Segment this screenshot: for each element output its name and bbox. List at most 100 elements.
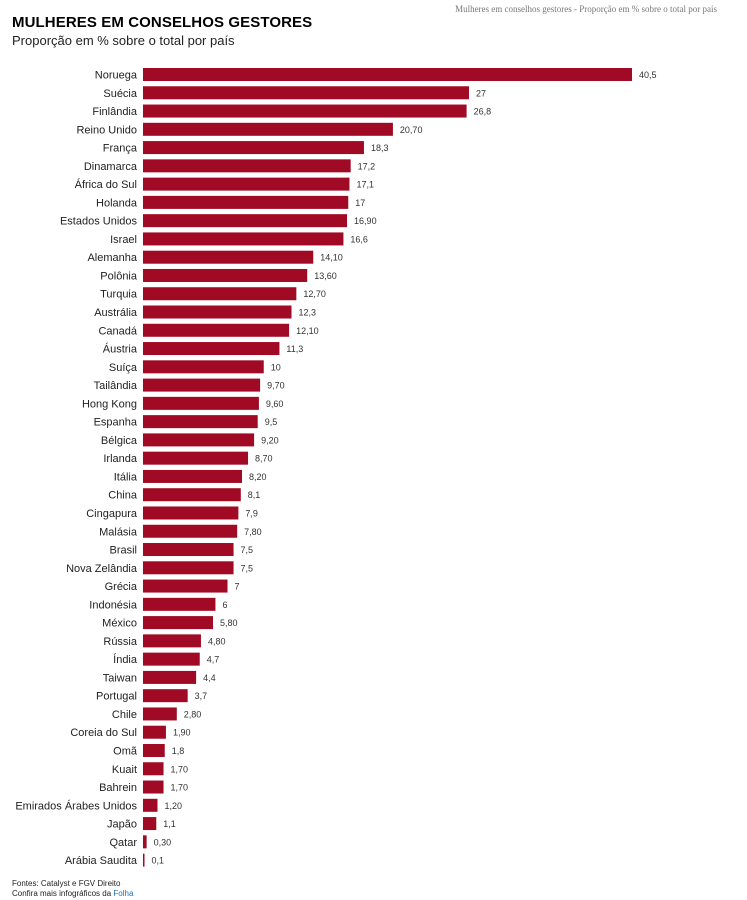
more-infographics-note: Confira mais infográficos da Folha [12,889,133,899]
value-label-cingapura: 7,9 [245,508,258,518]
bar-chile [143,707,177,721]
chart-subtitle: Proporção em % sobre o total por país [12,33,235,48]
value-label-tailandia: 9,70 [267,381,285,391]
bar-finlandia [143,104,467,118]
bar-russia [143,634,201,648]
category-label-dinamarca: Dinamarca [84,161,138,173]
value-label-espanha: 9,5 [265,417,278,427]
category-label-canada: Canadá [98,325,137,337]
bar-grecia [143,579,228,593]
bar-hong-kong [143,396,259,410]
value-label-portugal: 3,7 [195,691,208,701]
category-label-polonia: Polônia [100,270,138,282]
value-label-estados-unidos: 16,90 [354,216,377,226]
category-label-irlanda: Irlanda [103,453,138,465]
bar-oma [143,743,165,757]
bar-china [143,488,241,502]
bar-india [143,652,200,666]
category-label-australia: Austrália [94,307,138,319]
value-label-brasil: 7,5 [241,545,254,555]
category-label-israel: Israel [110,234,137,246]
category-label-noruega: Noruega [95,70,138,82]
bar-franca [143,141,364,155]
category-label-brasil: Brasil [109,545,137,557]
bar-japao [143,817,157,831]
category-label-coreia-do-sul: Coreia do Sul [70,727,137,739]
category-label-suica: Suíça [109,362,138,374]
category-label-india: Índia [113,653,138,666]
bar-irlanda [143,451,249,465]
value-label-suecia: 27 [476,88,486,98]
value-label-dinamarca: 17,2 [358,161,376,171]
value-label-russia: 4,80 [208,636,226,646]
value-label-australia: 12,3 [299,308,317,318]
value-label-finlandia: 26,8 [474,107,492,117]
value-label-noruega: 40,5 [639,70,657,80]
category-label-grecia: Grécia [105,581,138,593]
value-label-italia: 8,20 [249,472,267,482]
category-label-nova-zelandia: Nova Zelândia [66,563,138,575]
category-label-turquia: Turquia [100,289,138,301]
bar-africa-do-sul [143,177,350,191]
bar-nova-zelandia [143,561,234,575]
category-label-austria: Áustria [103,343,138,356]
value-label-mexico: 5,80 [220,618,238,628]
value-label-bahrein: 1,70 [171,783,189,793]
value-label-austria: 11,3 [286,344,303,354]
bar-holanda [143,195,349,209]
bar-portugal [143,689,188,703]
value-label-holanda: 17 [355,198,365,208]
category-label-indonesia: Indonésia [89,599,138,611]
value-label-hong-kong: 9,60 [266,399,284,409]
bar-dinamarca [143,159,351,173]
bar-mexico [143,616,214,630]
value-label-africa-do-sul: 17,1 [356,180,374,190]
bar-malasia [143,524,238,538]
category-label-oma: Omã [113,745,138,757]
folha-link[interactable]: Folha [113,889,134,898]
more-infographics-text: Confira mais infográficos da [12,889,112,898]
category-label-arabia-saudita: Arábia Saudita [65,855,138,867]
value-label-suica: 10 [271,362,281,372]
value-label-malasia: 7,80 [244,527,262,537]
bar-kuait [143,762,164,776]
category-label-taiwan: Taiwan [103,672,137,684]
bar-reino-unido [143,122,393,136]
value-label-grecia: 7 [235,582,240,592]
category-label-china: China [108,490,138,502]
value-label-japao: 1,1 [163,819,176,829]
category-label-alemanha: Alemanha [87,252,137,264]
category-label-russia: Rússia [103,636,138,648]
bar-belgica [143,433,255,447]
category-label-qatar: Qatar [109,837,137,849]
bar-espanha [143,415,258,429]
bar-bahrein [143,780,164,794]
footer: Fontes: Catalyst e FGV Direito Confira m… [12,879,133,899]
category-label-suecia: Suécia [103,88,138,100]
bar-qatar [143,835,147,849]
value-label-coreia-do-sul: 1,90 [173,728,191,738]
value-label-turquia: 12,70 [303,289,326,299]
value-label-reino-unido: 20,70 [400,125,423,135]
value-label-arabia-saudita: 0,1 [152,856,165,866]
category-label-hong-kong: Hong Kong [82,398,137,410]
bar-cingapura [143,506,239,520]
category-label-cingapura: Cingapura [86,508,138,520]
category-label-espanha: Espanha [94,417,138,429]
category-label-portugal: Portugal [96,691,137,703]
bar-turquia [143,287,297,301]
bar-taiwan [143,670,197,684]
bar-suica [143,360,264,374]
bar-noruega [143,68,632,81]
category-label-italia: Itália [114,471,138,483]
value-label-polonia: 13,60 [314,271,337,281]
bar-canada [143,323,290,337]
value-label-kuait: 1,70 [171,764,189,774]
bar-polonia [143,268,308,282]
category-label-franca: França [103,143,138,155]
value-label-emirados-arabes-unidos: 1,20 [164,801,182,811]
value-label-indonesia: 6 [222,600,227,610]
value-label-franca: 18,3 [371,143,389,153]
bar-tailandia [143,378,261,392]
value-label-alemanha: 14,10 [320,253,343,263]
